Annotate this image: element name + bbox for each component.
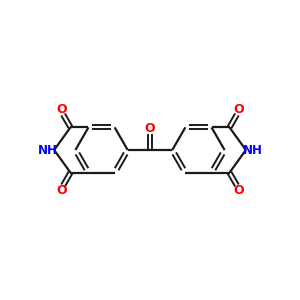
Text: O: O — [233, 103, 244, 116]
Text: NH: NH — [38, 143, 58, 157]
Text: O: O — [56, 103, 67, 116]
Text: O: O — [233, 184, 244, 197]
Text: O: O — [145, 122, 155, 135]
Text: NH: NH — [242, 143, 262, 157]
Text: O: O — [56, 184, 67, 197]
